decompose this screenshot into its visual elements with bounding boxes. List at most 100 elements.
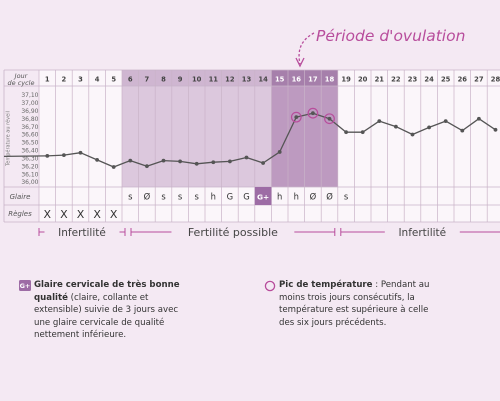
temperature-curve-start [3, 155, 48, 158]
temperature-point [427, 125, 431, 130]
temperature-tick-label: 36,30 [21, 155, 38, 162]
glaire-cell: s [128, 192, 132, 202]
temperature-point [161, 158, 166, 163]
day-number: 19 [341, 76, 351, 84]
legend-left-text-4: nettement inférieure. [34, 330, 127, 340]
day-number: 21 [375, 76, 385, 84]
ovulation-arrow [298, 32, 315, 65]
day-number: 5 [111, 76, 116, 84]
legend-right-line-1: Pic de température : Pendant au [279, 279, 484, 292]
day-number: 2 [62, 76, 67, 84]
legend-cervical-mucus: G+ Glaire cervicale de très bonne qualit… [19, 279, 220, 342]
legend-left-title-2: qualité [34, 292, 68, 303]
legend-right-text-4: des six jours précédents. [279, 317, 387, 328]
cycle-day-label-1: Jour [13, 72, 29, 80]
temperature-point [443, 119, 448, 123]
legend-left-text-1: (claire, collante et [67, 292, 149, 303]
temperature-point [95, 157, 99, 162]
day-number: 22 [391, 76, 401, 84]
temperature-tick-label: 37,00 [21, 100, 38, 107]
temperature-point [211, 160, 216, 165]
glaire-cell: G+ [257, 193, 269, 202]
phase-infertile-1-label: Infertilité [58, 227, 106, 239]
glaire-cell: G [227, 192, 234, 202]
mucus-quality-icon-text: G+ [20, 282, 31, 290]
day-number: 25 [441, 76, 451, 84]
phase-fertile-label-bg [171, 225, 295, 239]
legend-right-text-1: : Pendant au [372, 280, 430, 290]
day-number: 15 [275, 76, 285, 84]
temperature-axis-label: Température au réveil [5, 111, 12, 167]
glaire-cell: h [294, 192, 299, 202]
temperature-point [45, 154, 50, 158]
day-number: 20 [358, 76, 368, 84]
fertile-header-band [122, 70, 272, 86]
legend-left-line-2: qualité (claire, collante et [34, 292, 220, 305]
temperature-point [194, 161, 199, 166]
day-number: 14 [258, 76, 268, 84]
glaire-cell: Ø [144, 192, 151, 202]
glaire-cell: Ø [326, 192, 333, 202]
phase-infertile-1-label-bg [44, 225, 120, 239]
day-number: 17 [308, 76, 318, 84]
day-number: 12 [225, 76, 235, 84]
temperature-point [277, 150, 282, 154]
glaire-row-label: Glaire [10, 193, 31, 201]
day-number: 8 [161, 76, 166, 84]
day-number: 11 [209, 76, 219, 84]
temperature-tick-label: 36,60 [21, 132, 38, 139]
glaire-cell: Ø [310, 192, 317, 202]
day-number: 23 [408, 76, 418, 84]
regles-cell: X [44, 208, 52, 221]
phase-fertile-label: Fertilité possible [188, 226, 278, 239]
regles-cell: X [77, 208, 85, 221]
temperature-point [244, 155, 249, 160]
temperature-tick-label: 36,80 [21, 116, 38, 123]
day-number: 9 [178, 76, 183, 84]
temperature-tick-label: 36,10 [21, 171, 38, 178]
fertile-band [122, 70, 272, 187]
legend-right-text-2: moins trois jours consécutifs, la [279, 292, 415, 303]
temperature-peak-marker [290, 111, 302, 123]
temperature-tick-label: 37,10 [21, 92, 38, 99]
mucus-quality-icon: G+ [19, 280, 31, 291]
temperature-tick-label: 36,00 [21, 179, 38, 186]
glaire-cell: s [161, 192, 165, 202]
ovulation-label: Période d'ovulation [316, 27, 465, 45]
regles-cell: X [93, 208, 101, 221]
temperature-point [294, 115, 299, 120]
day-number: 7 [145, 76, 150, 84]
temperature-point [145, 164, 149, 169]
glaire-cell: G [243, 192, 250, 202]
ovulation-arrow-head [295, 57, 305, 68]
day-number: 28 [491, 76, 500, 84]
legend-left-title-1: Glaire cervicale de très bonne [34, 280, 180, 290]
regles-row-label: Règles [8, 210, 32, 218]
temperature-point [344, 130, 348, 135]
legend-left-line-1: Glaire cervicale de très bonne [34, 279, 220, 292]
glaire-cell: s [195, 192, 199, 202]
glaire-cell: h [211, 192, 216, 202]
temperature-tick-label: 36,20 [21, 163, 38, 170]
temperature-point [493, 127, 498, 132]
day-number: 13 [242, 76, 252, 84]
temperature-point [360, 130, 365, 135]
phase-infertile-2-label: Infertilité [398, 227, 446, 239]
temperature-point [228, 159, 232, 164]
temperature-curve [47, 112, 496, 168]
temperature-tick-label: 36,50 [21, 140, 38, 147]
day-number: 6 [128, 76, 133, 84]
temperature-point [410, 132, 415, 137]
temperature-point [78, 150, 83, 155]
temperature-tick-label: 36,40 [21, 148, 38, 155]
temperature-point [261, 161, 265, 165]
legend-left-text-2: extensible) suivie de 3 jours avec [34, 305, 179, 315]
legend-right-title: Pic de température [279, 280, 373, 290]
temperature-point [394, 124, 398, 129]
glaire-cell: s [178, 192, 182, 202]
temperature-peak-icon [264, 280, 276, 292]
temperature-peak-marker [324, 113, 335, 125]
day-number: 27 [474, 76, 484, 84]
day-number: 26 [458, 76, 468, 84]
